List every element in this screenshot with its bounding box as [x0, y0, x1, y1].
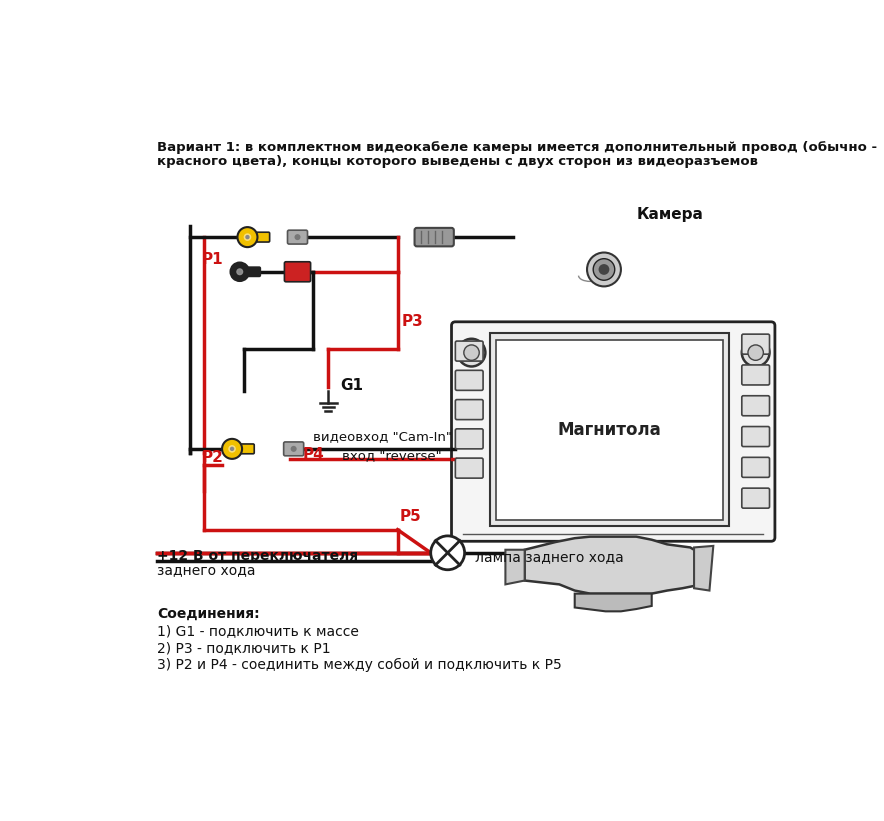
Text: 2) Р3 - подключить к Р1: 2) Р3 - подключить к Р1 [157, 640, 331, 654]
FancyBboxPatch shape [248, 267, 260, 277]
Text: видеовход "Cam-In": видеовход "Cam-In" [313, 429, 452, 443]
Circle shape [238, 227, 257, 247]
Text: P2: P2 [202, 450, 223, 465]
FancyBboxPatch shape [455, 458, 483, 478]
FancyBboxPatch shape [496, 340, 722, 520]
FancyBboxPatch shape [285, 262, 310, 282]
Text: P3: P3 [401, 314, 423, 328]
Text: P1: P1 [202, 252, 223, 267]
Circle shape [244, 233, 251, 241]
FancyBboxPatch shape [455, 370, 483, 390]
Circle shape [236, 268, 243, 275]
Circle shape [294, 234, 301, 240]
Text: заднего хода: заднего хода [157, 563, 255, 577]
Text: 1) G1 - подключить к массе: 1) G1 - подключить к массе [157, 624, 359, 638]
Text: красного цвета), концы которого выведены с двух сторон из видеоразъемов: красного цвета), концы которого выведены… [157, 154, 758, 167]
Circle shape [748, 345, 764, 360]
Polygon shape [525, 537, 697, 594]
FancyBboxPatch shape [241, 444, 255, 454]
Circle shape [291, 446, 297, 452]
FancyBboxPatch shape [455, 429, 483, 449]
Polygon shape [694, 546, 713, 590]
Text: Вариант 1: в комплектном видеокабеле камеры имеется дополнительный провод (обычн: Вариант 1: в комплектном видеокабеле кам… [157, 141, 878, 154]
Text: Соединения:: Соединения: [157, 607, 260, 621]
Text: G1: G1 [339, 378, 362, 392]
Circle shape [742, 339, 769, 366]
FancyBboxPatch shape [742, 365, 769, 385]
Polygon shape [506, 550, 525, 585]
FancyBboxPatch shape [455, 341, 483, 361]
Circle shape [587, 253, 621, 287]
Polygon shape [575, 594, 652, 612]
FancyBboxPatch shape [742, 427, 769, 447]
FancyBboxPatch shape [415, 228, 453, 246]
Circle shape [222, 439, 242, 459]
Circle shape [593, 259, 614, 280]
Text: Магнитола: Магнитола [558, 420, 661, 438]
FancyBboxPatch shape [284, 442, 304, 456]
Text: лампа заднего хода: лампа заднего хода [475, 550, 623, 564]
Text: +12 В от переключателя: +12 В от переключателя [157, 549, 359, 563]
Text: 3) Р2 и Р4 - соединить между собой и подключить к Р5: 3) Р2 и Р4 - соединить между собой и под… [157, 658, 562, 672]
Circle shape [245, 235, 249, 240]
Circle shape [231, 263, 249, 281]
Circle shape [458, 339, 485, 366]
Circle shape [598, 264, 609, 275]
Circle shape [230, 447, 234, 451]
FancyBboxPatch shape [742, 488, 769, 508]
FancyBboxPatch shape [742, 334, 769, 354]
Text: P4: P4 [303, 447, 324, 462]
FancyBboxPatch shape [452, 322, 775, 541]
FancyBboxPatch shape [742, 396, 769, 415]
Circle shape [228, 445, 236, 452]
FancyBboxPatch shape [455, 400, 483, 420]
Circle shape [431, 536, 465, 570]
Text: вход "reverse": вход "reverse" [342, 449, 442, 462]
Text: P5: P5 [400, 509, 422, 525]
FancyBboxPatch shape [256, 232, 270, 242]
Circle shape [238, 270, 242, 273]
FancyBboxPatch shape [742, 457, 769, 477]
FancyBboxPatch shape [287, 230, 308, 244]
Circle shape [464, 345, 479, 360]
Text: Камера: Камера [636, 207, 703, 222]
FancyBboxPatch shape [490, 333, 728, 526]
